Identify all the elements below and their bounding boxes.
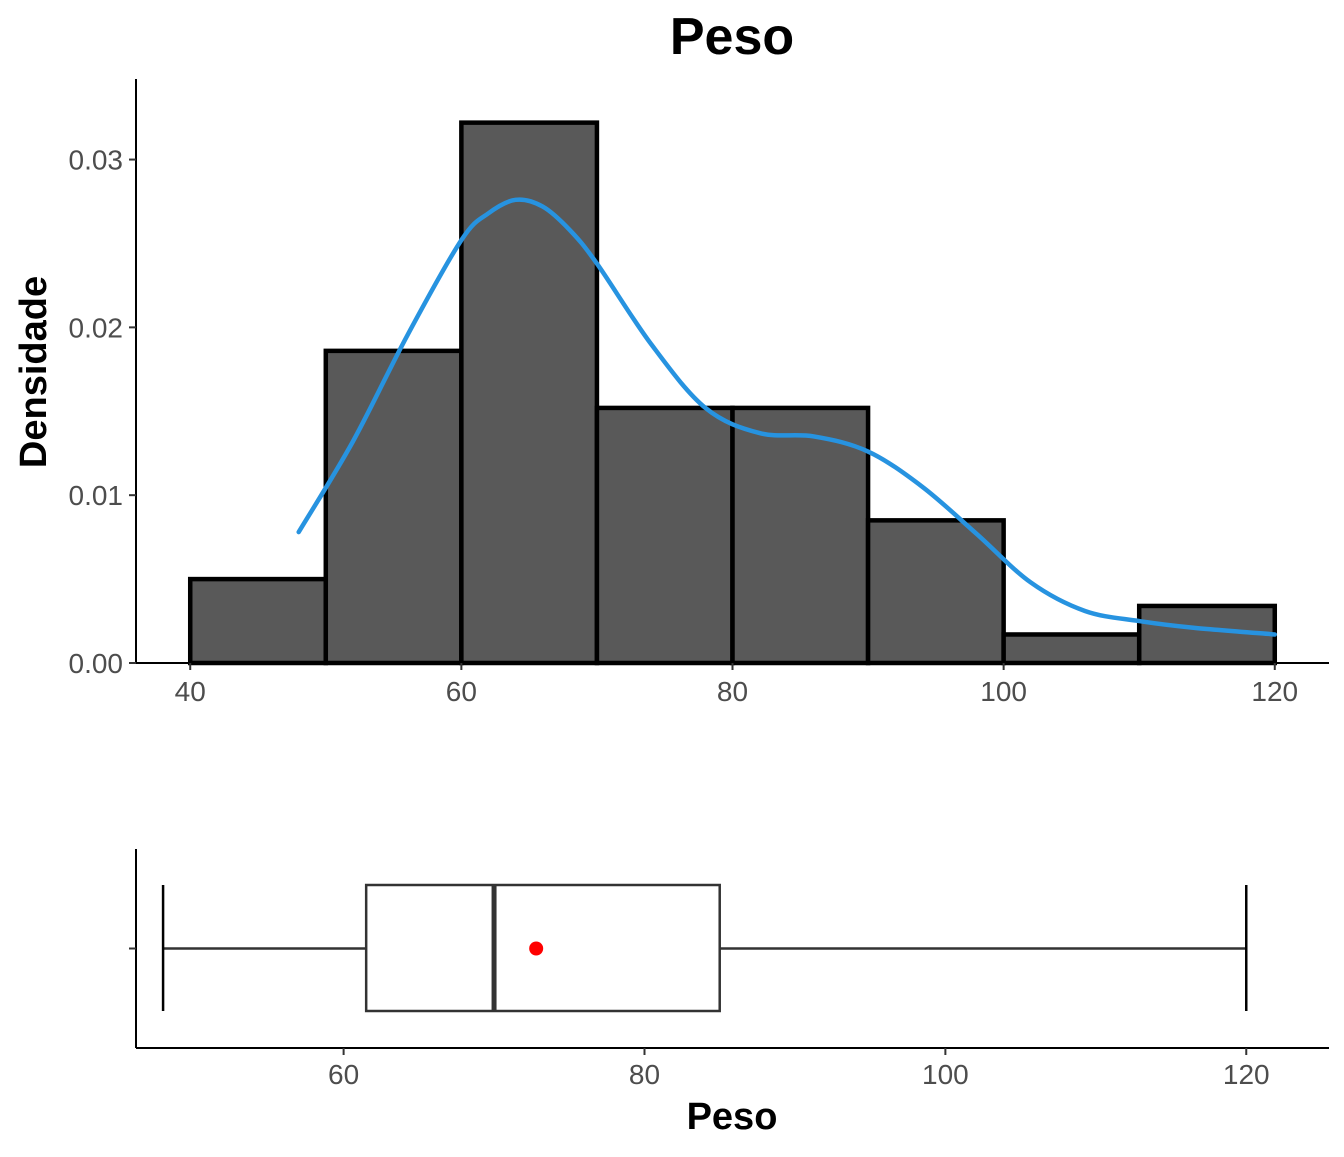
y-tick-label: 0.00 [69, 648, 124, 679]
mean-point [529, 941, 544, 956]
chart-title: Peso [670, 8, 794, 66]
x-tick-label: 120 [1251, 676, 1298, 707]
x-tick-label: 120 [1223, 1059, 1270, 1090]
y-axis-title: Densidade [13, 276, 55, 468]
x-axis-title: Peso [687, 1096, 778, 1138]
x-tick-label: 80 [717, 676, 748, 707]
x-tick-label: 80 [629, 1059, 660, 1090]
histogram-bar [187, 576, 329, 666]
histogram-bar [730, 405, 871, 666]
histogram-bar [865, 518, 1006, 666]
x-tick-label: 60 [328, 1059, 359, 1090]
x-tick-label: 60 [446, 676, 477, 707]
x-tick-label: 100 [980, 676, 1027, 707]
histogram-bar [459, 120, 600, 666]
density-curve-line [296, 197, 1278, 637]
x-tick-label: 100 [922, 1059, 969, 1090]
y-tick-label: 0.01 [69, 480, 124, 511]
boxplot-panel: 60 80 100 120 [129, 849, 1329, 1090]
histogram-bar [323, 348, 464, 666]
y-tick-label: 0.02 [69, 312, 124, 343]
y-tick-label: 0.03 [69, 145, 124, 176]
histogram-bar [594, 405, 735, 666]
x-tick-label: 40 [175, 676, 206, 707]
histogram-bar [1001, 632, 1142, 666]
histogram-panel: 0.00 0.01 0.02 0.03 40 60 80 100 120 [69, 79, 1329, 707]
